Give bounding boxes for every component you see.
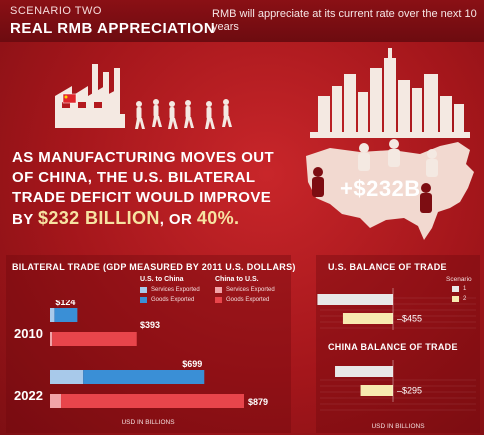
- x-axis-label: USD IN BILLIONS: [121, 419, 175, 426]
- factory-icon: [55, 64, 125, 128]
- legend-item: Goods Exported: [140, 297, 194, 303]
- bar-scenario-2: [360, 385, 393, 396]
- header-banner: SCENARIO TWO REAL RMB APPRECIATION RMB w…: [0, 0, 484, 42]
- workers-icon: [358, 139, 438, 177]
- legend-item: Goods Exported: [215, 297, 269, 303]
- headline-or: , OR: [159, 211, 193, 228]
- us-map-illustration: [306, 139, 474, 240]
- page-title: REAL RMB APPRECIATION: [10, 20, 216, 37]
- legend-swatch: [215, 297, 222, 303]
- headline-by: BY: [12, 211, 34, 228]
- data-label: $393: [140, 320, 160, 330]
- legend-swatch: [452, 286, 459, 292]
- bar-china-goods: [52, 332, 137, 346]
- headline-line: OF CHINA, THE U.S. BILATERAL: [12, 169, 256, 186]
- legend-label: 1: [463, 286, 467, 292]
- data-label: $879: [248, 397, 268, 407]
- headline-percent: 40%.: [196, 208, 240, 228]
- bilateral-trade-chart: 2010 $124 $393 2022 $699 $879 USD IN BILLIONS: [14, 300, 268, 426]
- us-balance-title: U.S. BALANCE OF TRADE: [328, 262, 447, 272]
- city-skyline-icon: [310, 48, 470, 138]
- balance-of-trade-chart: –$455 –$295 USD IN BILLIONS: [317, 288, 476, 430]
- legend-item: Services Exported: [215, 287, 275, 293]
- legend-label: Services Exported: [151, 287, 200, 293]
- x-axis-label: USD IN BILLIONS: [371, 423, 425, 430]
- balance-of-trade-panel: [316, 255, 480, 433]
- bar-china-goods: [61, 394, 245, 408]
- bar-us-services: [50, 308, 55, 322]
- legend-swatch: [452, 296, 459, 302]
- legend-group-china: China to U.S.: [215, 276, 259, 283]
- scenario-description: RMB will appreciate at its current rate …: [212, 8, 477, 33]
- legend-item: Services Exported: [140, 287, 200, 293]
- headline-amount: $232 BILLION: [37, 208, 160, 228]
- year-label: 2010: [14, 326, 43, 341]
- bar-china-services: [50, 332, 53, 346]
- bar-us-goods: [54, 308, 78, 322]
- legend-item: 2: [452, 296, 466, 302]
- headline-line: TRADE DEFICIT WOULD IMPROVE: [12, 189, 272, 206]
- legend-label: Goods Exported: [226, 297, 270, 303]
- worker-silhouette-icon: [312, 167, 432, 213]
- bar-china-services: [50, 394, 62, 408]
- bar-us-goods: [83, 370, 205, 384]
- headline: AS MANUFACTURING MOVES OUT OF CHINA, THE…: [12, 148, 302, 230]
- legend-label: 2: [463, 296, 467, 302]
- headline-line: BY $232 BILLION, OR 40%.: [12, 208, 302, 230]
- china-flag-icon: [62, 93, 77, 104]
- china-balance-title: CHINA BALANCE OF TRADE: [328, 342, 458, 352]
- walking-people-icon: [135, 99, 232, 129]
- legend-label: Services Exported: [226, 287, 275, 293]
- bar-scenario-1: [317, 294, 393, 305]
- legend-group-us: U.S. to China: [140, 276, 184, 283]
- data-label: $699: [182, 359, 202, 369]
- bar-scenario-2: [342, 313, 393, 324]
- data-label: –$295: [397, 386, 422, 396]
- legend-swatch: [140, 287, 147, 293]
- bilateral-trade-title: BILATERAL TRADE (GDP MEASURED BY 2011 U.…: [12, 262, 296, 272]
- legend-label: Goods Exported: [151, 297, 195, 303]
- trade-improvement-label: +$232B: [340, 176, 421, 201]
- year-label: 2022: [14, 388, 43, 403]
- legend-swatch: [215, 287, 222, 293]
- manufacturing-illustration: [55, 48, 470, 138]
- bar-us-services: [50, 370, 84, 384]
- legend-swatch: [140, 297, 147, 303]
- legend-item: 1: [452, 286, 466, 292]
- bar-scenario-1: [335, 366, 393, 377]
- data-label: $124: [55, 300, 75, 307]
- scenario-label: SCENARIO TWO: [10, 5, 102, 17]
- data-label: –$455: [397, 314, 422, 324]
- headline-line: AS MANUFACTURING MOVES OUT: [12, 149, 275, 166]
- scenario-legend-title: Scenario: [446, 276, 472, 283]
